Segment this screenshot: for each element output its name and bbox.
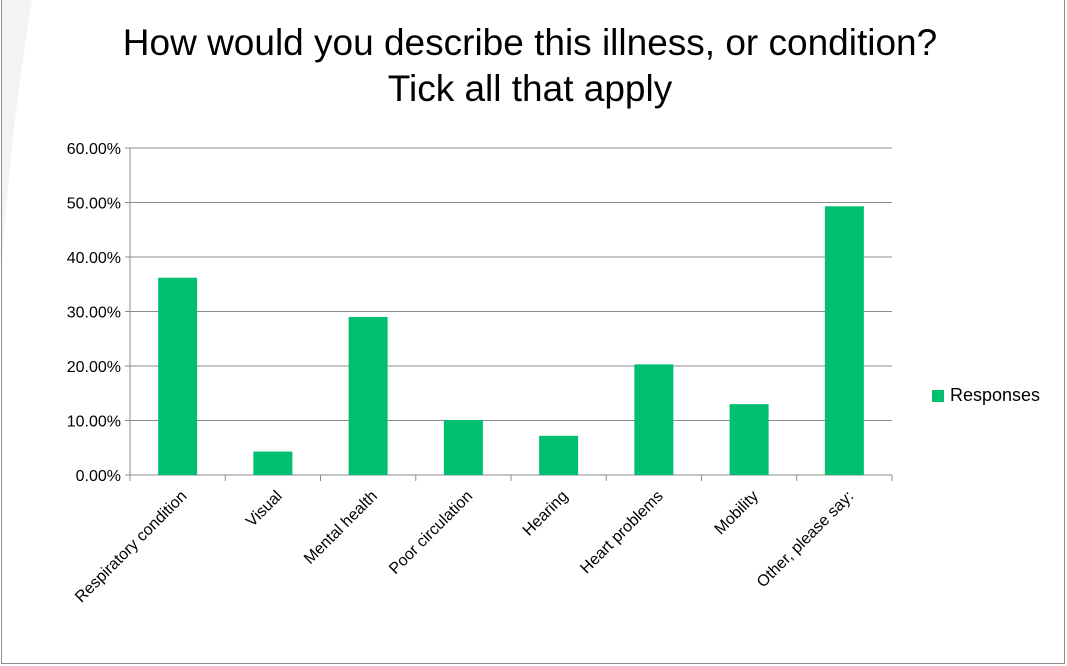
bar bbox=[348, 316, 388, 475]
legend-swatch bbox=[932, 389, 944, 402]
x-tick-label: Other, please say: bbox=[754, 488, 857, 591]
x-tick-label: Respiratory condition bbox=[72, 488, 190, 606]
legend-label: Responses bbox=[950, 385, 1041, 405]
x-tick-label: Hearing bbox=[520, 488, 572, 540]
y-tick-label: 60.00% bbox=[67, 141, 121, 158]
y-tick-label: 0.00% bbox=[76, 468, 121, 485]
x-tick-label: Heart problems bbox=[577, 488, 666, 577]
y-tick-label: 30.00% bbox=[67, 305, 121, 322]
bar bbox=[539, 435, 579, 475]
bar bbox=[253, 451, 293, 475]
x-tick-label: Visual bbox=[243, 488, 286, 531]
x-tick-label: Mental health bbox=[301, 488, 381, 568]
y-tick-label: 20.00% bbox=[67, 359, 121, 376]
chart-title: How would you describe this illness, or … bbox=[122, 22, 938, 109]
bar bbox=[158, 277, 198, 475]
y-tick-label: 50.00% bbox=[67, 196, 121, 213]
legend: Responses bbox=[932, 385, 1040, 406]
bar bbox=[729, 404, 769, 475]
x-tick-label: Mobility bbox=[712, 488, 762, 538]
corner-decoration bbox=[2, 0, 32, 260]
y-tick-label: 40.00% bbox=[67, 250, 121, 267]
bar bbox=[824, 206, 864, 475]
x-tick-label: Poor circulation bbox=[386, 488, 476, 578]
y-tick-label: 10.00% bbox=[67, 414, 121, 431]
bar bbox=[443, 419, 483, 475]
bar bbox=[634, 364, 674, 475]
